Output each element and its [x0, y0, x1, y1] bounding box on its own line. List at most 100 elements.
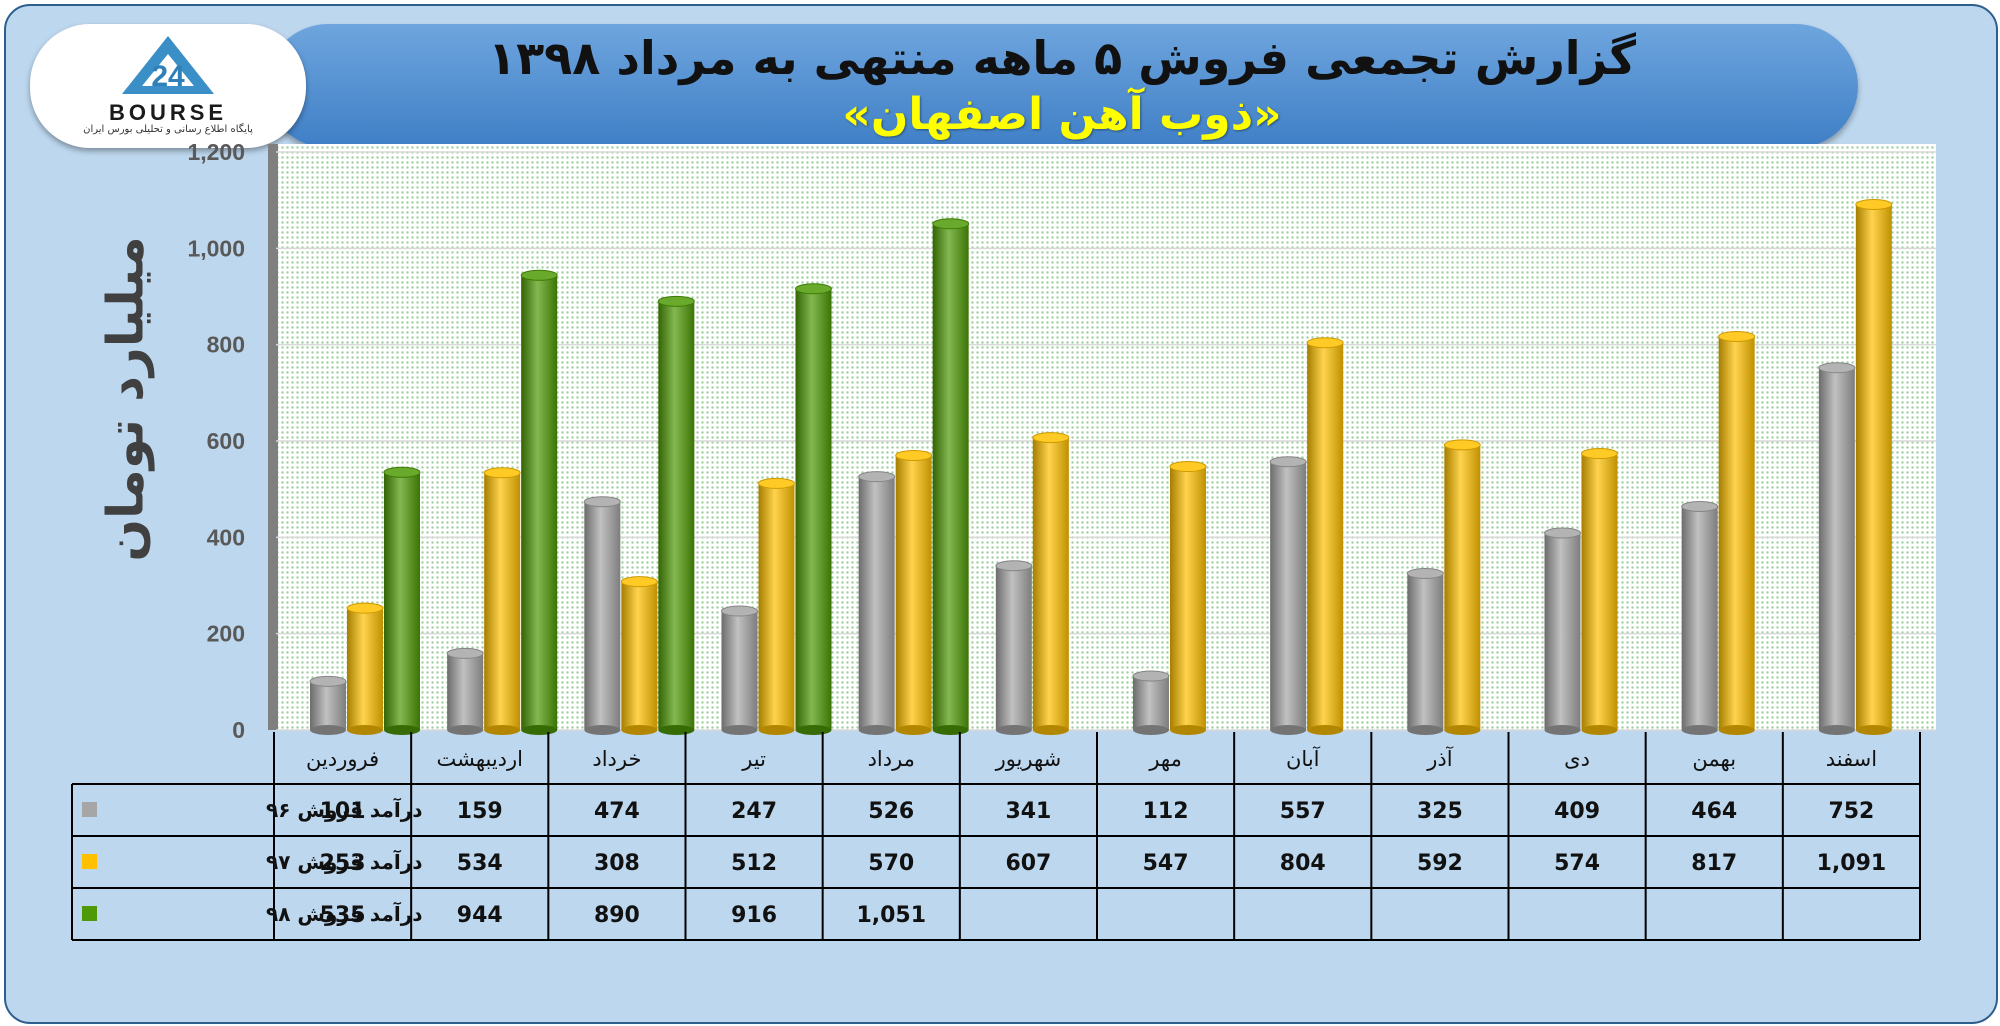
data-label: 253 [320, 851, 366, 876]
data-label: 557 [1280, 799, 1326, 824]
bar-body [347, 608, 383, 730]
bar [1306, 337, 1344, 735]
bar-cap [520, 269, 558, 281]
bar [858, 471, 896, 735]
bar-cap [1855, 199, 1893, 211]
bar [1581, 448, 1618, 735]
logo-tagline: پایگاه اطلاع رسانی و تحلیلی بورس ایران [83, 124, 253, 135]
bar-body [1718, 336, 1755, 730]
bar [383, 466, 421, 735]
bar [1169, 461, 1207, 735]
bar-cap [309, 675, 347, 687]
bar-body [1818, 367, 1855, 730]
y-axis-ticks: 0 200 400 600 800 1,000 1,200 [187, 139, 245, 743]
bar [995, 560, 1033, 735]
data-label: 534 [457, 851, 503, 876]
legend-label: درآمد فروش ۹۷ [266, 849, 422, 874]
bar-base [658, 725, 695, 735]
x-tick-label: مرداد [868, 747, 915, 771]
data-label: 512 [731, 851, 777, 876]
bar-body [1681, 506, 1718, 730]
bar [1032, 432, 1070, 735]
bar [1718, 330, 1756, 735]
bar-base [1581, 725, 1618, 735]
bar-body [932, 223, 969, 731]
bar-body [995, 565, 1032, 730]
y-tick-label: 0 [232, 717, 245, 743]
bar-body [1133, 676, 1169, 730]
bar-base [1133, 725, 1169, 735]
bar [583, 496, 621, 735]
bar-cap [1306, 337, 1344, 349]
x-tick-label: آذر [1426, 746, 1453, 771]
bar-base [584, 725, 621, 735]
bar-cap [446, 647, 484, 659]
bar-body [658, 301, 695, 730]
data-label: 409 [1554, 799, 1600, 824]
data-label: 804 [1280, 851, 1326, 876]
bar-body [310, 681, 346, 730]
bar [895, 449, 933, 735]
bar-body [584, 501, 621, 730]
bar-cap [1132, 670, 1170, 682]
bar-base [1855, 725, 1892, 735]
data-label: 890 [594, 903, 640, 928]
bar [483, 467, 521, 735]
bar [758, 477, 795, 735]
bar-body [858, 476, 895, 730]
bar-base [1307, 725, 1344, 735]
logo-text: BOURSE [108, 100, 228, 125]
bar-base [347, 725, 383, 735]
bar-base [758, 725, 795, 735]
bar-base [447, 725, 484, 735]
x-tick-label: بهمن [1692, 747, 1736, 771]
legend-swatch [82, 906, 97, 921]
bar-base [895, 725, 932, 735]
data-label: 101 [320, 799, 366, 824]
bar-cap [1443, 439, 1481, 451]
bar-base [932, 725, 969, 735]
bar-body [721, 611, 758, 730]
bar [795, 283, 832, 735]
legend-swatch [82, 854, 97, 869]
data-label: 592 [1417, 851, 1463, 876]
bar-base [995, 725, 1032, 735]
x-tick-label: خرداد [592, 747, 641, 771]
data-label: 1,051 [856, 903, 926, 928]
bar-body [484, 472, 521, 730]
bar-base [621, 725, 658, 735]
bar-cap [346, 602, 384, 614]
bar-cap [1406, 567, 1444, 579]
bar [446, 647, 484, 735]
bar [520, 269, 558, 735]
bar [1681, 501, 1719, 735]
bar [1818, 362, 1856, 735]
data-label: 159 [457, 799, 503, 824]
bar-base [1544, 725, 1581, 735]
data-label: 570 [868, 851, 914, 876]
bar-cap [1681, 501, 1719, 513]
chart-subtitle: «ذوب آهن اصفهان» [842, 89, 1282, 140]
data-label: 526 [868, 799, 914, 824]
bar-cap [995, 560, 1033, 572]
data-label: 1,091 [1817, 851, 1887, 876]
bar-base [484, 725, 521, 735]
bar-base [1270, 725, 1307, 735]
logo-mark-icon: 24 [122, 36, 214, 94]
data-label: 308 [594, 851, 640, 876]
bar [620, 576, 658, 735]
bar [721, 605, 758, 735]
bar-cap [583, 496, 621, 508]
bar-base [310, 725, 346, 735]
y-tick-label: 400 [207, 524, 245, 550]
bar [1443, 439, 1481, 735]
bar [1406, 567, 1444, 735]
bar-cap [932, 218, 970, 230]
bars [309, 199, 1893, 735]
x-tick-label: شهریور [995, 747, 1062, 771]
bourse24-logo: 24 BOURSE پایگاه اطلاع رسانی و تحلیلی بو… [30, 24, 306, 148]
bar-body [1270, 461, 1307, 730]
x-tick-label: اردیبهشت [436, 747, 523, 771]
bar-body [384, 472, 420, 730]
